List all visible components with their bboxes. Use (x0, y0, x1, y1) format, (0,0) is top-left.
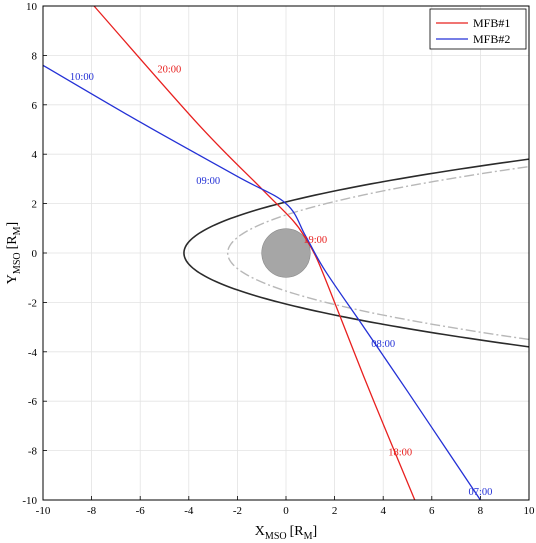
x-tick-label: 8 (478, 505, 484, 517)
y-tick-label: 10 (26, 1, 38, 13)
legend: MFB#1 MFB#2 (429, 8, 527, 50)
y-tick-label: -2 (28, 297, 37, 309)
legend-label-mfb2: MFB#2 (473, 32, 510, 46)
x-tick-label: 6 (429, 505, 435, 517)
y-tick-label: 6 (32, 100, 38, 112)
x-tick-label: 2 (332, 505, 338, 517)
x-tick-label: -10 (36, 505, 51, 517)
legend-box (429, 8, 527, 50)
x-tick-label: 0 (283, 505, 289, 517)
time-label: 07:00 (468, 487, 492, 498)
time-labels: 20:00 19:00 18:00 10:00 09:00 08:00 07:00 (70, 65, 492, 498)
time-label: 10:00 (70, 72, 94, 83)
x-axis-label: XMSO [RM] (255, 524, 317, 542)
boundary-curves (183, 158, 530, 348)
plot-frame (42, 5, 530, 501)
y-axis-label: YMSO[RM] (5, 222, 23, 284)
y-tick-label: -8 (28, 446, 38, 458)
series-line-2 (42, 64, 481, 501)
y-tick-label: -6 (28, 396, 38, 408)
time-label: 19:00 (303, 235, 327, 246)
time-label: 08:00 (371, 339, 395, 350)
x-tick-label: -8 (87, 505, 97, 517)
legend-label-mfb1: MFB#1 (473, 16, 510, 30)
boundary-outer (183, 158, 530, 348)
boundary-inner (226, 165, 530, 341)
y-tick-label: 4 (32, 149, 38, 161)
y-tick-label: -10 (22, 495, 37, 507)
time-label: 20:00 (157, 65, 181, 76)
trajectory-lines (42, 5, 481, 501)
series-line-1 (93, 5, 416, 501)
x-tick-label: 10 (524, 505, 536, 517)
x-tick-label: -6 (136, 505, 146, 517)
y-tick-label: -4 (28, 347, 38, 359)
time-label: 18:00 (388, 448, 412, 459)
tick-labels: -10 -8 -6 -4 -2 0 2 4 6 8 10 -10 -8 -6 -4 -2 0 2 4 6 8 10 (22, 1, 535, 517)
y-tick-label: 2 (32, 199, 38, 211)
y-tick-label: 0 (32, 248, 38, 260)
y-tick-label: 8 (32, 50, 38, 62)
x-tick-label: -2 (233, 505, 242, 517)
x-tick-label: 4 (380, 505, 386, 517)
time-label: 09:00 (196, 176, 220, 187)
planet-disk (261, 228, 311, 278)
x-tick-label: -4 (184, 505, 194, 517)
